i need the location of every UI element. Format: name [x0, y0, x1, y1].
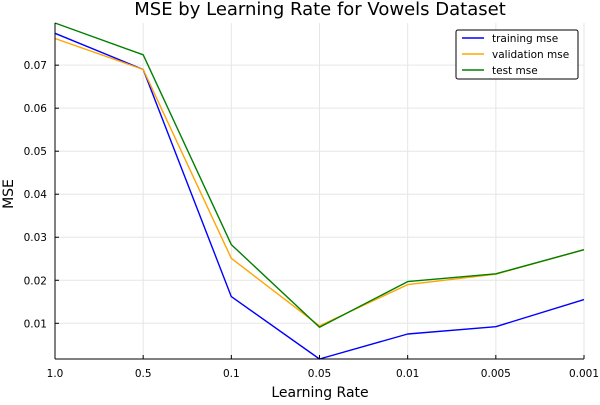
legend-label: validation mse — [492, 49, 569, 61]
series-line-test-mse — [54, 22, 585, 328]
y-tick-label: 0.03 — [24, 232, 47, 244]
y-tick-label: 0.06 — [24, 103, 48, 115]
x-tick-label: 0.05 — [308, 368, 331, 380]
x-axis-label: Learning Rate — [271, 385, 368, 400]
x-tick-label: 0.001 — [569, 368, 599, 380]
tick-labels: 1.0 0.5 0.1 0.05 0.01 0.005 0.001 0.01 0.02 0.03 0… — [24, 60, 599, 380]
legend-box — [455, 29, 579, 80]
y-axis-label: MSE — [1, 179, 17, 209]
x-tick-label: 1.0 — [47, 368, 64, 380]
y-tick-label: 0.05 — [24, 146, 47, 158]
x-tick-label: 0.005 — [481, 368, 511, 380]
x-tick-label: 0.5 — [135, 368, 152, 380]
y-tick-label: 0.01 — [24, 318, 47, 330]
legend: training mse validation mse test mse — [455, 29, 579, 80]
x-tick-label: 0.01 — [396, 368, 419, 380]
y-tick-label: 0.07 — [24, 60, 47, 72]
axes — [54, 23, 585, 360]
y-tick-label: 0.04 — [24, 189, 48, 201]
x-tick-label: 0.1 — [223, 368, 240, 380]
chart-title: MSE by Learning Rate for Vowels Dataset — [134, 0, 506, 20]
legend-label: training mse — [492, 33, 558, 45]
legend-label: test mse — [492, 65, 538, 77]
y-tick-label: 0.02 — [24, 275, 47, 287]
